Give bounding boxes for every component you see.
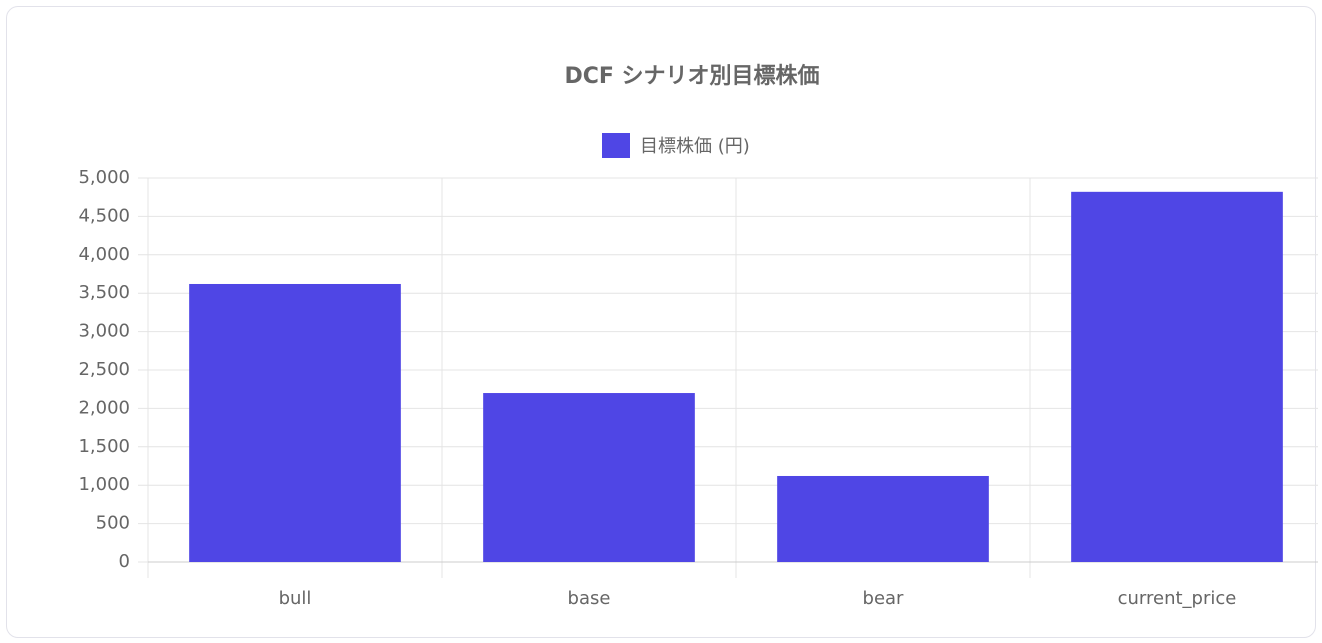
x-tick-label: bear	[863, 588, 905, 609]
y-tick-label: 2,500	[78, 359, 130, 380]
legend-swatch	[602, 133, 630, 158]
bar	[1071, 191, 1283, 562]
y-tick-label: 1,500	[78, 436, 130, 457]
x-tick-label: current_price	[1118, 588, 1237, 609]
x-tick-label: bull	[279, 588, 312, 609]
x-tick-label: base	[568, 588, 611, 609]
y-tick-label: 3,000	[78, 321, 130, 342]
chart-title: DCF シナリオ別目標株価	[564, 64, 819, 89]
bar	[483, 393, 695, 562]
y-tick-label: 500	[96, 513, 130, 534]
legend-label: 目標株価 (円)	[640, 136, 750, 157]
y-tick-label: 4,500	[78, 205, 130, 226]
y-tick-label: 2,000	[78, 397, 130, 418]
y-tick-label: 1,000	[78, 474, 130, 495]
bar	[777, 475, 989, 562]
y-tick-label: 3,500	[78, 282, 130, 303]
bar	[189, 283, 401, 562]
y-tick-label: 0	[119, 551, 130, 572]
y-tick-label: 4,000	[78, 244, 130, 265]
y-tick-label: 5,000	[78, 167, 130, 188]
